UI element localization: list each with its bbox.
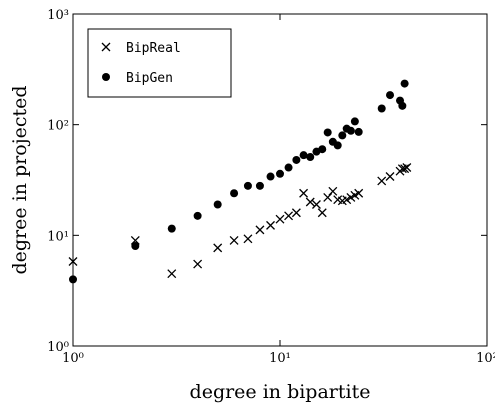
x-marker <box>275 214 285 224</box>
circle-marker <box>354 127 363 136</box>
x-marker-stroke <box>255 225 265 235</box>
x-marker <box>311 200 321 209</box>
x-marker <box>305 197 315 207</box>
x-marker <box>130 235 140 245</box>
x-marker <box>213 243 223 253</box>
x-marker-stroke <box>266 220 275 230</box>
legend-box <box>87 28 232 98</box>
y-axis-label: degree in projected <box>9 85 31 274</box>
x-marker-stroke <box>213 243 223 253</box>
x-marker <box>193 259 203 269</box>
x-marker-stroke <box>317 208 327 218</box>
x-marker-stroke <box>193 259 203 269</box>
x-marker <box>101 42 111 52</box>
circle-marker <box>213 200 222 209</box>
circle-marker <box>284 163 293 172</box>
x-marker-stroke <box>275 214 285 224</box>
circle-marker <box>102 73 110 81</box>
x-marker <box>299 188 309 198</box>
x-marker <box>328 186 338 196</box>
circle-marker <box>299 151 308 160</box>
circle-marker <box>350 117 359 126</box>
x-marker <box>266 220 275 230</box>
x-tick-label: 10¹ <box>269 351 291 366</box>
circle-marker <box>338 131 347 140</box>
y-tick-label: 10² <box>47 119 69 134</box>
circle-marker <box>306 153 315 162</box>
x-marker <box>354 188 364 198</box>
x-marker <box>400 164 410 174</box>
circle-marker <box>292 155 301 164</box>
x-marker-stroke <box>311 200 321 209</box>
circle-marker <box>255 181 264 190</box>
circle-marker <box>69 275 77 284</box>
x-marker-stroke <box>68 257 78 266</box>
x-marker <box>317 208 327 218</box>
x-marker-stroke <box>328 186 338 196</box>
circle-marker <box>243 181 252 190</box>
x-tick-label: 10⁰ <box>62 351 84 366</box>
x-marker <box>68 257 78 266</box>
circle-marker <box>318 145 327 154</box>
x-marker <box>229 235 239 245</box>
legend-label: BipReal <box>126 41 181 56</box>
x-marker-stroke <box>229 235 239 245</box>
x-marker-stroke <box>342 195 352 205</box>
x-marker <box>323 192 333 202</box>
x-marker-stroke <box>377 176 387 186</box>
x-marker <box>284 211 294 221</box>
legend-label: BipGen <box>126 71 173 86</box>
x-marker <box>342 195 352 205</box>
x-marker <box>255 225 265 235</box>
circle-marker <box>323 128 332 137</box>
x-marker-stroke <box>167 269 177 279</box>
x-marker-stroke <box>101 42 111 52</box>
x-marker-stroke <box>299 188 309 198</box>
y-tick-label: 10¹ <box>47 229 69 244</box>
circle-marker <box>398 101 407 110</box>
circle-marker <box>386 91 395 100</box>
x-marker-stroke <box>400 164 410 174</box>
x-marker-stroke <box>291 208 301 218</box>
x-marker-stroke <box>402 163 412 172</box>
x-marker-stroke <box>385 172 395 181</box>
x-marker <box>402 163 412 172</box>
circle-marker <box>276 169 284 178</box>
x-marker-stroke <box>354 188 364 198</box>
x-marker <box>385 172 395 181</box>
circle-marker <box>230 189 239 198</box>
x-marker-stroke <box>130 235 140 245</box>
circle-marker <box>193 211 202 220</box>
x-marker-stroke <box>284 211 294 221</box>
x-marker-stroke <box>323 192 333 202</box>
y-tick-label: 10³ <box>47 8 69 23</box>
x-marker <box>167 269 177 279</box>
x-axis-label: degree in bipartite <box>190 381 371 403</box>
circle-marker <box>333 141 342 150</box>
y-tick-label: 10⁰ <box>47 340 69 355</box>
circle-marker <box>346 126 355 135</box>
x-tick-label: 10² <box>476 351 495 366</box>
x-marker <box>377 176 387 186</box>
circle-marker <box>131 242 140 251</box>
x-marker <box>243 234 253 244</box>
circle-marker <box>400 79 409 88</box>
circle-marker <box>167 224 176 233</box>
circle-marker <box>266 172 275 181</box>
x-marker <box>291 208 301 218</box>
x-marker-stroke <box>243 234 253 244</box>
x-marker-stroke <box>305 197 315 207</box>
circle-marker <box>377 104 386 113</box>
